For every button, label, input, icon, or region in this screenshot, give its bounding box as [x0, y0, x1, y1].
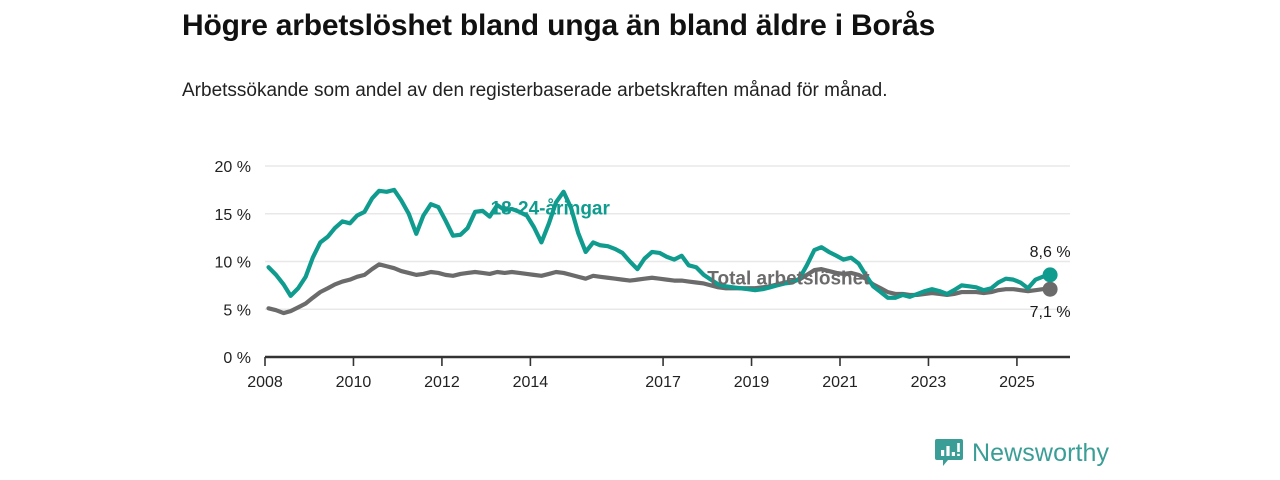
x-axis-tick-label: 2014 [513, 374, 549, 391]
series-end-marker [1042, 267, 1058, 283]
end-value-label-youth: 8,6 % [1030, 244, 1071, 261]
x-axis-tick-label: 2010 [336, 374, 372, 391]
series-end-marker [1042, 281, 1058, 297]
line-chart: 0 % 5 % 10 % 15 % 20 % 2008 2010 2012 2014 2017 20… [215, 159, 1071, 391]
y-axis-tick-label: 20 % [215, 159, 251, 176]
chart-subtitle: Arbetssökande som andel av den registerb… [182, 80, 888, 101]
x-axis-tick-label: 2025 [999, 374, 1035, 391]
series-annotation-label: Total arbetslöshet [707, 268, 870, 289]
bar-chart-bubble-icon [935, 439, 963, 466]
y-axis-tick-label: 15 % [215, 207, 251, 224]
x-axis-tick-label: 2021 [822, 374, 858, 391]
y-axis-tick-label: 10 % [215, 255, 251, 272]
newsworthy-logo: Newsworthy [935, 438, 1109, 468]
x-axis-tick-label: 2012 [424, 374, 460, 391]
x-axis-tick-label: 2017 [645, 374, 681, 391]
y-axis-tick-label: 5 % [223, 302, 251, 319]
logo-label: Newsworthy [972, 438, 1110, 467]
series-line [266, 187, 1053, 300]
y-axis-tick-label: 0 % [223, 350, 251, 367]
end-value-label-total: 7,1 % [1030, 304, 1071, 321]
series-annotation-label: 18-24-åringar [491, 199, 611, 220]
x-axis-tick-label: 2008 [247, 374, 283, 391]
x-axis-tick-label: 2023 [911, 374, 947, 391]
page-title: Högre arbetslöshet bland unga än bland ä… [182, 9, 936, 42]
x-axis-tick-label: 2019 [734, 374, 770, 391]
